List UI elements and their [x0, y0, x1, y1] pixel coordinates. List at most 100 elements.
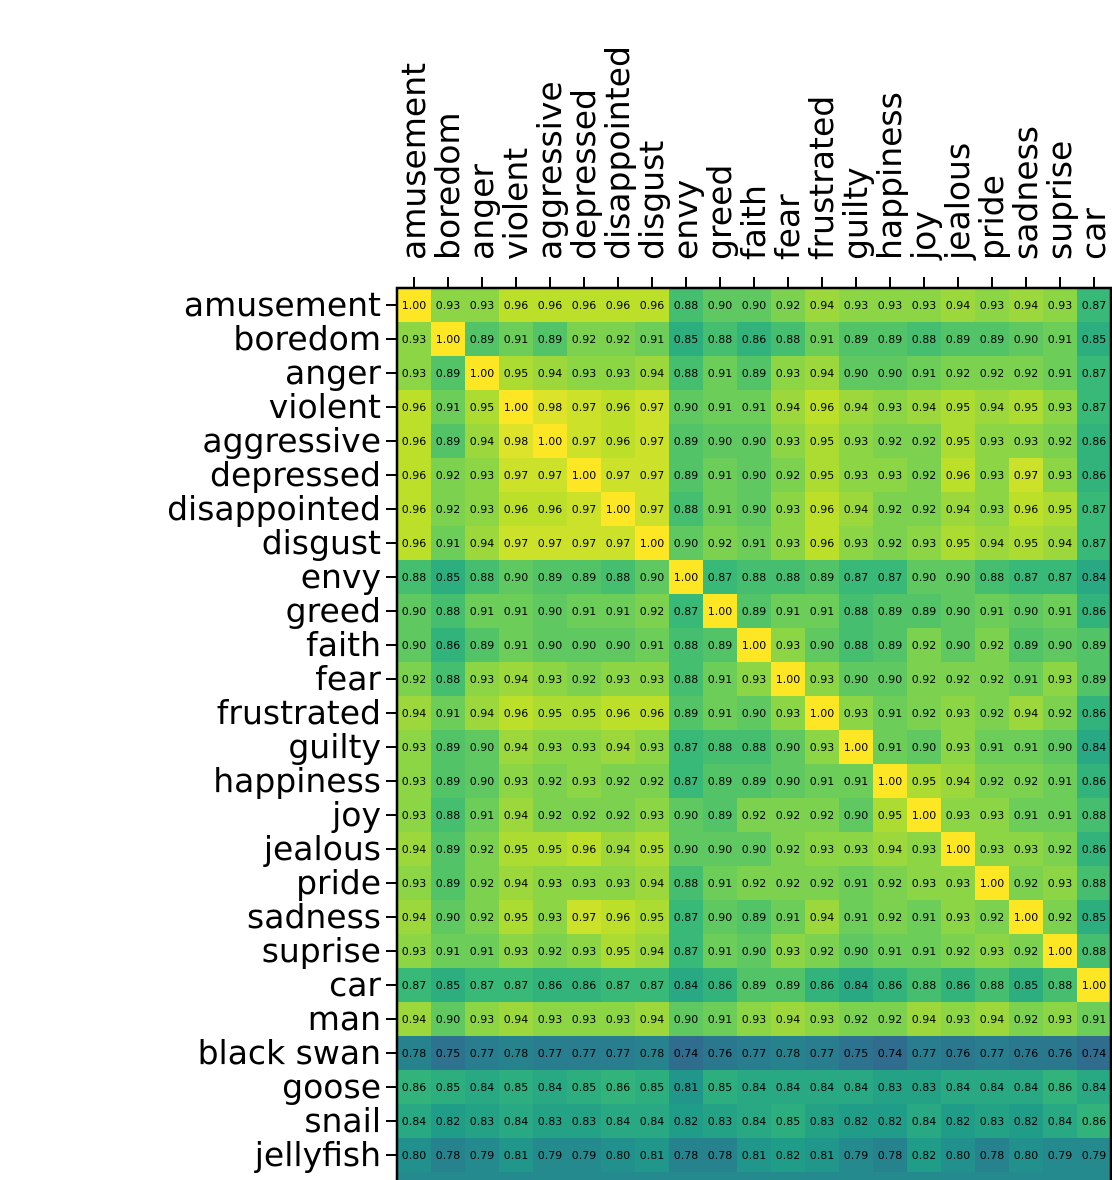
heatmap-cell: [703, 900, 738, 935]
heatmap-cell: [465, 934, 500, 969]
heatmap-cell: [975, 356, 1010, 391]
cell-value-label: 0.84: [946, 1081, 971, 1094]
cell-value-label: 0.84: [912, 1115, 937, 1128]
heatmap-cell: [465, 288, 500, 323]
cell-value-label: 0.95: [572, 707, 597, 720]
cell-value-label: 0.88: [1082, 809, 1107, 822]
heatmap-cell: [499, 628, 534, 663]
heatmap-cell: [1009, 356, 1044, 391]
heatmap-cell: [635, 458, 670, 493]
heatmap-cell: [499, 1036, 534, 1071]
heatmap-cell: [839, 628, 874, 663]
heatmap-cell: [873, 866, 908, 901]
cell-value-label: 0.94: [946, 775, 971, 788]
cell-value-label: 0.93: [912, 537, 937, 550]
cell-value-label: 0.77: [912, 1047, 937, 1060]
cell-value-label: 0.84: [844, 1081, 869, 1094]
cell-value-label: 0.94: [912, 1013, 937, 1026]
cell-value-label: 1.00: [538, 435, 563, 448]
heatmap-cell: [1077, 356, 1112, 391]
cell-value-label: 0.93: [572, 945, 597, 958]
cell-value-label: 0.90: [1048, 741, 1073, 754]
cell-value-label: 0.76: [708, 1047, 733, 1060]
cell-value-label: 0.92: [470, 911, 495, 924]
heatmap-cell: [533, 560, 568, 595]
cell-value-label: 0.82: [946, 1115, 971, 1128]
heatmap-cell: [839, 322, 874, 357]
heatmap-cell: [397, 594, 432, 629]
heatmap-cell: [737, 1138, 772, 1173]
heatmap-cell: [839, 662, 874, 697]
heatmap-cell: [567, 1172, 602, 1180]
heatmap-cell: [737, 356, 772, 391]
cell-value-label: 0.93: [572, 367, 597, 380]
heatmap-cell: [431, 526, 466, 561]
cell-value-label: 0.91: [436, 945, 461, 958]
cell-value-label: 0.94: [538, 367, 563, 380]
cell-value-label: 0.93: [1048, 469, 1073, 482]
heatmap-cell: [533, 1172, 568, 1180]
cell-value-label: 0.90: [674, 809, 699, 822]
heatmap-cell: [771, 832, 806, 867]
heatmap-cell: [771, 1070, 806, 1105]
cell-value-label: 0.93: [538, 673, 563, 686]
heatmap-cell: [533, 832, 568, 867]
heatmap-cell: [601, 390, 636, 425]
y-axis-ticks: [386, 304, 397, 1156]
cell-value-label: 0.90: [640, 571, 665, 584]
heatmap-cell: [635, 594, 670, 629]
cell-value-label: 0.90: [776, 741, 801, 754]
heatmap-cell: [703, 798, 738, 833]
heatmap-cell: [567, 560, 602, 595]
heatmap-cell: [975, 968, 1010, 1003]
cell-value-label: 0.86: [810, 979, 835, 992]
cell-value-label: 0.90: [708, 843, 733, 856]
heatmap-cell: [873, 390, 908, 425]
cell-value-label: 0.96: [606, 401, 631, 414]
cell-value-label: 0.88: [844, 639, 869, 652]
heatmap-cell: [941, 832, 976, 867]
heatmap-cell: [669, 628, 704, 663]
cell-value-label: 0.93: [572, 877, 597, 890]
cell-value-label: 0.92: [1014, 945, 1039, 958]
heatmap-cell: [907, 424, 942, 459]
cell-value-label: 0.93: [470, 503, 495, 516]
cell-value-label: 0.94: [810, 367, 835, 380]
heatmap-cell: [737, 526, 772, 561]
cell-value-label: 0.90: [402, 605, 427, 618]
heatmap-cell: [669, 866, 704, 901]
cell-value-label: 0.88: [470, 571, 495, 584]
heatmap-cell: [1009, 322, 1044, 357]
cell-value-label: 0.93: [640, 673, 665, 686]
cell-value-label: 0.92: [572, 333, 597, 346]
heatmap-cell: [465, 900, 500, 935]
heatmap-cell: [839, 424, 874, 459]
cell-value-label: 0.90: [946, 571, 971, 584]
cell-value-label: 0.94: [878, 843, 903, 856]
cell-value-label: 0.85: [504, 1081, 529, 1094]
heatmap-cell: [635, 1002, 670, 1037]
heatmap-cell: [1009, 458, 1044, 493]
heatmap-cell: [805, 322, 840, 357]
cell-value-label: 0.94: [504, 1013, 529, 1026]
cell-value-label: 0.94: [640, 367, 665, 380]
heatmap-cell: [703, 526, 738, 561]
cell-value-label: 0.85: [1082, 911, 1107, 924]
heatmap-cell: [1009, 526, 1044, 561]
heatmap-cell: [771, 1172, 806, 1180]
heatmap-cell: [669, 322, 704, 357]
x-tick-label: aggressive: [530, 81, 569, 260]
cell-value-label: 0.92: [946, 367, 971, 380]
cell-value-label: 0.90: [674, 401, 699, 414]
heatmap-cell: [805, 832, 840, 867]
heatmap-cell: [907, 662, 942, 697]
heatmap-cell: [839, 560, 874, 595]
heatmap-cell: [941, 900, 976, 935]
cell-value-label: 0.83: [572, 1115, 597, 1128]
cell-value-label: 1.00: [946, 843, 971, 856]
cell-value-label: 0.90: [844, 945, 869, 958]
cell-value-label: 0.97: [572, 911, 597, 924]
cell-value-label: 0.78: [878, 1149, 903, 1162]
heatmap-cell: [975, 866, 1010, 901]
